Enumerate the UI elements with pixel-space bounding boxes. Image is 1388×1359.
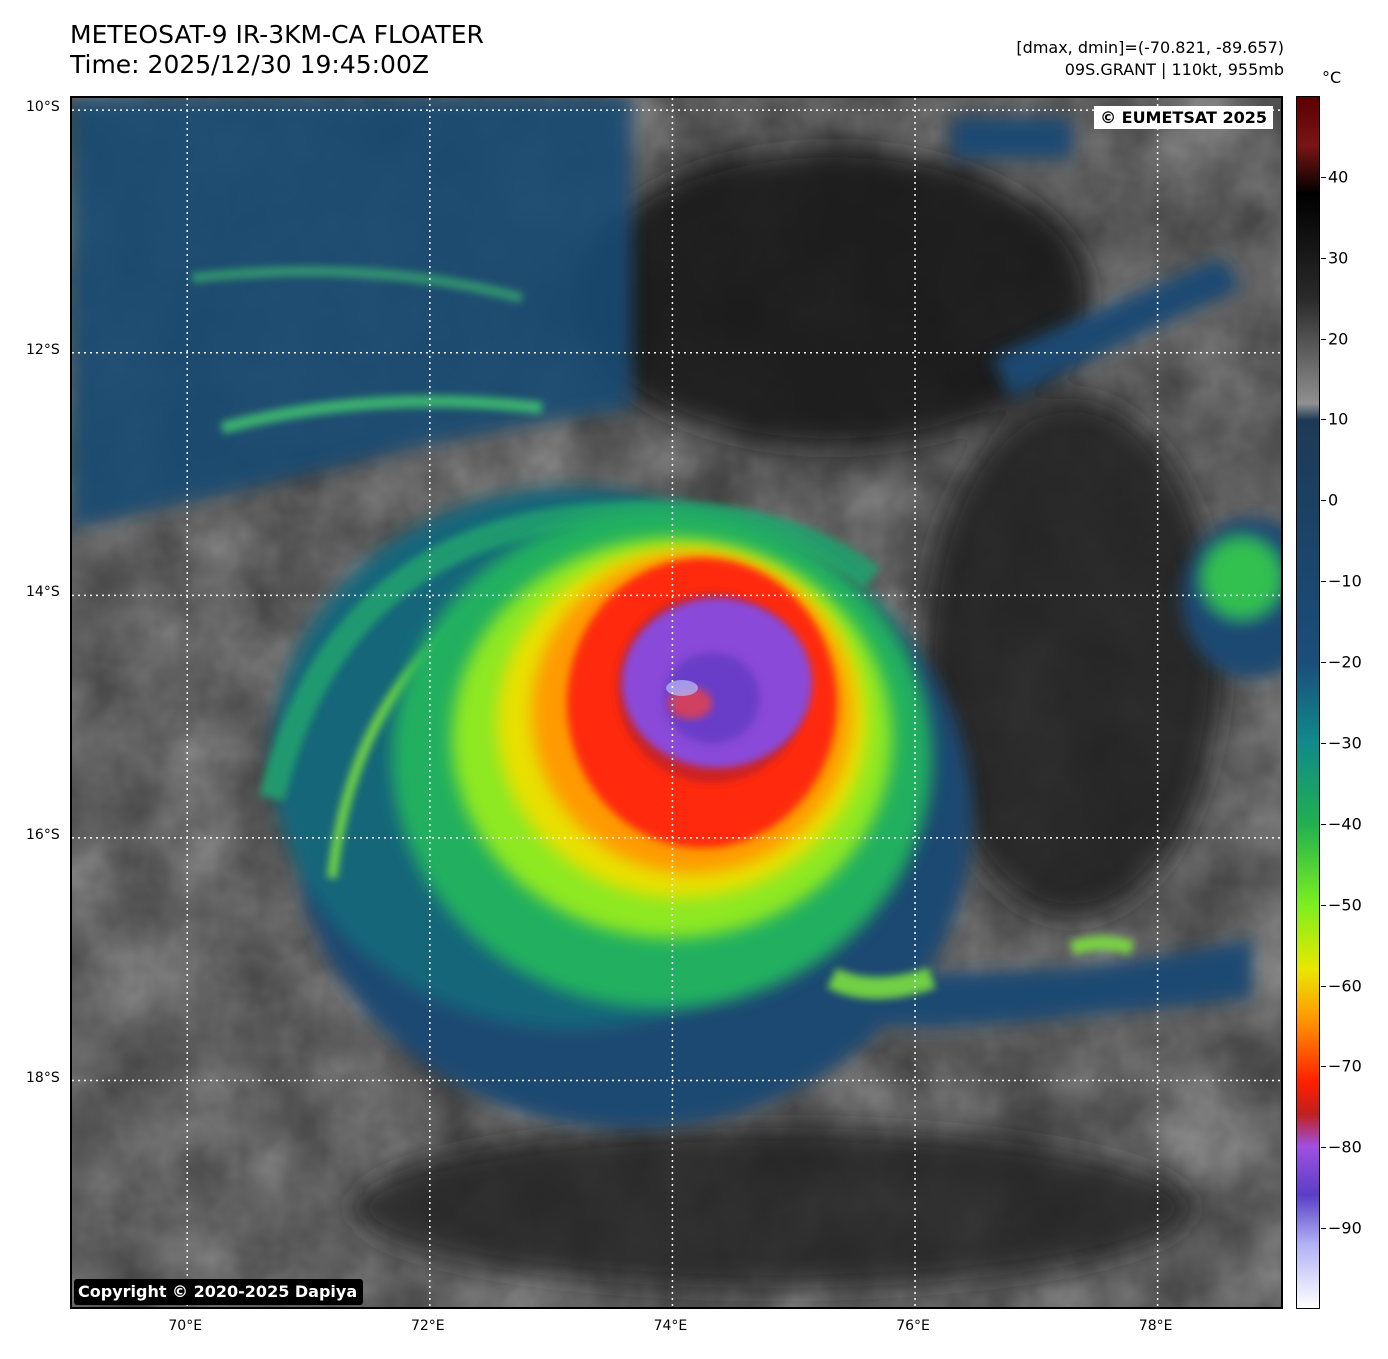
colorbar-label: −10 bbox=[1328, 571, 1362, 591]
lat-label: 10°S bbox=[26, 99, 60, 116]
colorbar-label: 30 bbox=[1328, 248, 1349, 268]
storm-core bbox=[392, 508, 932, 1008]
colorbar-label: −40 bbox=[1328, 814, 1362, 834]
clear-sky-regions bbox=[352, 148, 1222, 1288]
colorbar-tick bbox=[1321, 1228, 1326, 1230]
colorbar-label: −60 bbox=[1328, 976, 1362, 996]
lon-label: 74°E bbox=[653, 1318, 688, 1334]
colorbar-tick bbox=[1321, 176, 1326, 178]
eumetsat-watermark: © EUMETSAT 2025 bbox=[1094, 106, 1273, 129]
title-line-2: Time: 2025/12/30 19:45:00Z bbox=[70, 50, 429, 79]
colorbar-tick bbox=[1321, 257, 1326, 259]
colorbar-tick bbox=[1321, 500, 1326, 502]
lon-label: 72°E bbox=[410, 1318, 445, 1334]
colorbar-tick bbox=[1321, 985, 1326, 987]
ir-imagery bbox=[72, 98, 1281, 1307]
colorbar-label: −70 bbox=[1328, 1056, 1362, 1076]
colorbar-tick bbox=[1321, 581, 1326, 583]
colorbar-tick bbox=[1321, 419, 1326, 421]
colorbar-tick bbox=[1321, 1066, 1326, 1068]
lon-label: 78°E bbox=[1138, 1318, 1173, 1334]
colorbar-tick bbox=[1321, 1147, 1326, 1149]
colorbar-label: 10 bbox=[1328, 409, 1349, 429]
lat-label: 16°S bbox=[26, 826, 60, 843]
lat-label: 18°S bbox=[26, 1069, 60, 1086]
lon-label: 76°E bbox=[896, 1318, 930, 1334]
range-text: [dmax, dmin]=(-70.821, -89.657) bbox=[1016, 38, 1284, 57]
colorbar-tick bbox=[1321, 662, 1326, 664]
temperature-colorbar bbox=[1296, 96, 1320, 1309]
colorbar-label: 40 bbox=[1328, 167, 1349, 187]
colorbar-tick bbox=[1321, 823, 1326, 825]
colorbar-unit: °C bbox=[1322, 68, 1342, 87]
colorbar-label: 0 bbox=[1328, 490, 1339, 510]
lat-label: 14°S bbox=[26, 584, 60, 601]
figure-title: METEOSAT-9 IR-3KM-CA FLOATER Time: 2025/… bbox=[70, 20, 484, 80]
satellite-map[interactable]: © EUMETSAT 2025 Copyright © 2020-2025 Da… bbox=[70, 96, 1283, 1309]
colorbar-label: −90 bbox=[1328, 1218, 1362, 1238]
colorbar-tick bbox=[1321, 742, 1326, 744]
lat-label: 12°S bbox=[26, 341, 60, 358]
title-line-1: METEOSAT-9 IR-3KM-CA FLOATER bbox=[70, 20, 484, 49]
colorbar-label: 20 bbox=[1328, 329, 1349, 349]
colorbar-tick bbox=[1321, 338, 1326, 340]
lon-label: 70°E bbox=[168, 1318, 203, 1334]
colorbar-label: −80 bbox=[1328, 1137, 1362, 1157]
colorbar-tick bbox=[1321, 904, 1326, 906]
colorbar-label: −30 bbox=[1328, 733, 1362, 753]
storm-text: 09S.GRANT | 110kt, 955mb bbox=[1064, 60, 1284, 79]
copyright-label: Copyright © 2020-2025 Dapiya bbox=[74, 1279, 364, 1305]
colorbar-label: −20 bbox=[1328, 652, 1362, 672]
storm-info: [dmax, dmin]=(-70.821, -89.657) 09S.GRAN… bbox=[1016, 37, 1284, 81]
colorbar-label: −50 bbox=[1328, 895, 1362, 915]
